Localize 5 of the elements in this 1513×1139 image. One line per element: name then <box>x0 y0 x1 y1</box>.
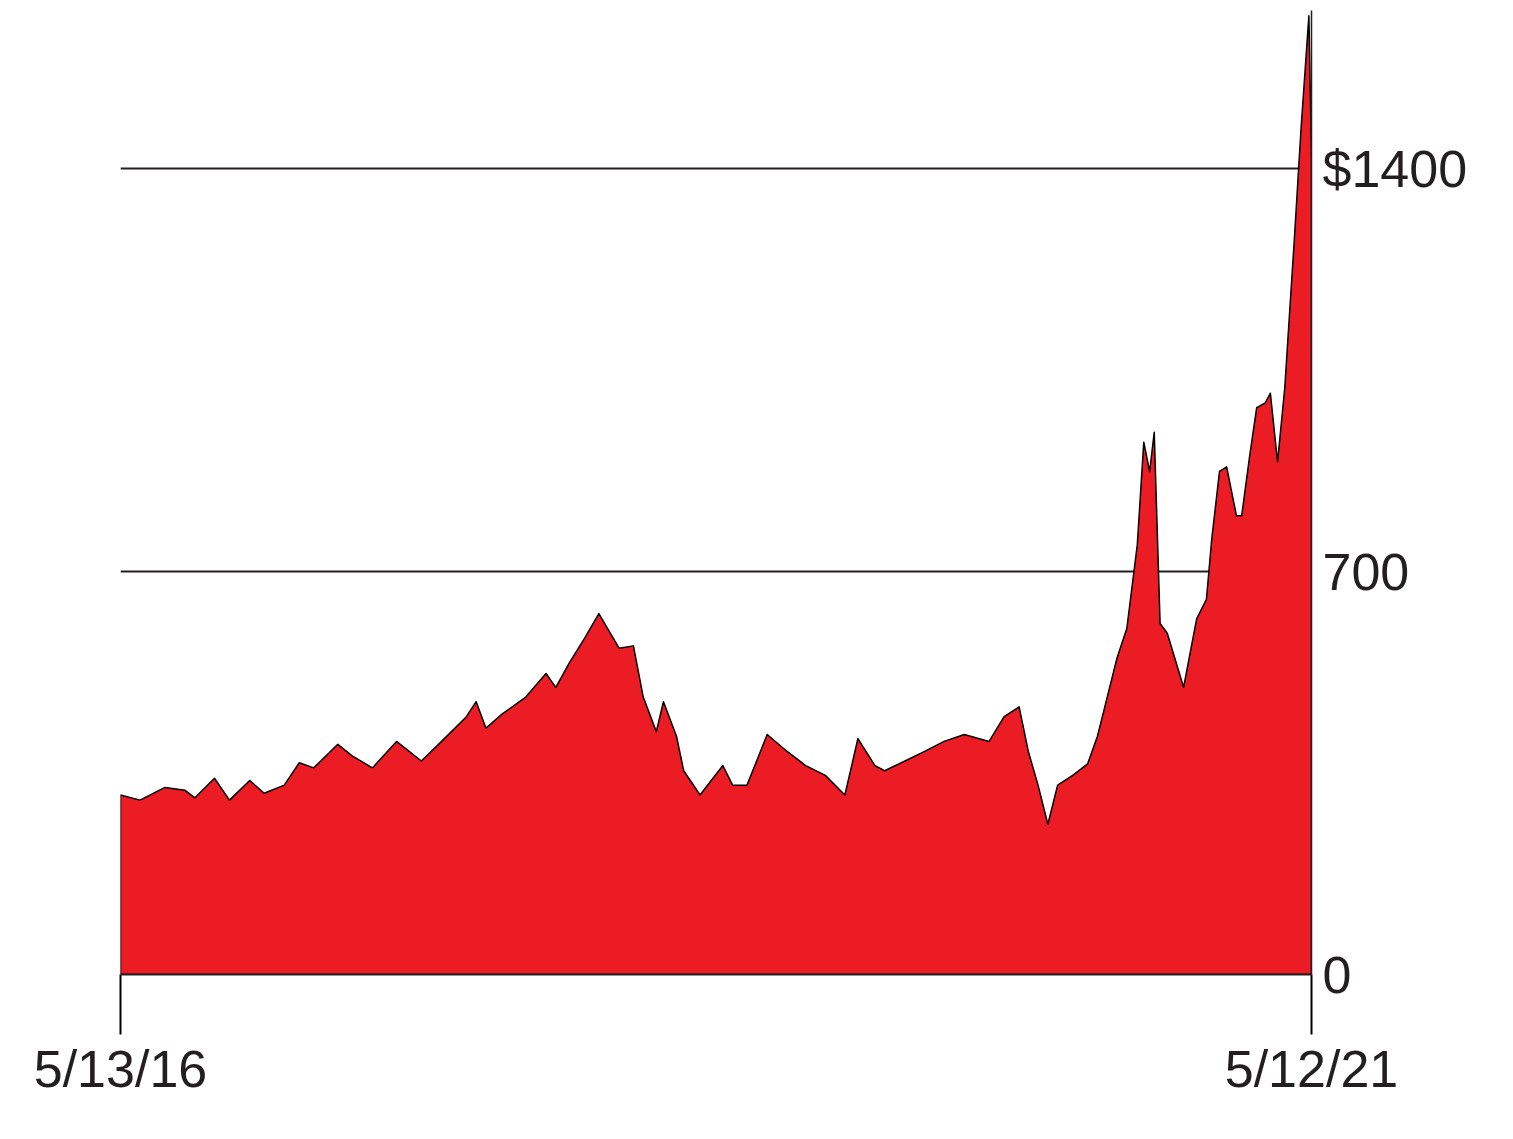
y-tick-label: 700 <box>1322 542 1410 601</box>
x-tick-label: 5/13/16 <box>33 1039 208 1098</box>
x-tick-label: 5/12/21 <box>1224 1039 1399 1098</box>
y-tick-label: $1400 <box>1322 139 1468 198</box>
y-tick-label: 0 <box>1322 945 1352 1004</box>
